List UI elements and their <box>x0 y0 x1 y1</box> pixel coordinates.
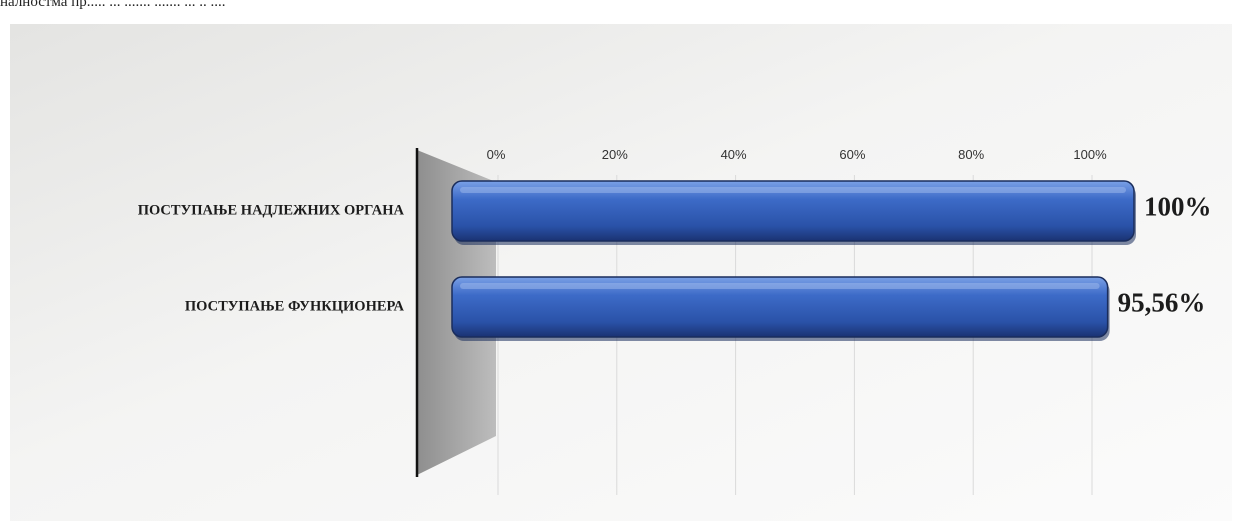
bar <box>451 180 1136 245</box>
bars <box>451 180 1136 341</box>
top-clipped-text: налностма пр..... ... ....... ....... ..… <box>0 0 226 10</box>
bar <box>451 276 1110 341</box>
x-tick-label: 100% <box>1073 147 1107 162</box>
x-tick-label: 0% <box>486 147 506 162</box>
category-label: ПОСТУПАЊЕ НАДЛЕЖНИХ ОРГАНА <box>137 202 404 219</box>
data-label: 100% <box>1144 191 1212 222</box>
chart-background <box>10 24 1232 521</box>
x-tick-label: 40% <box>720 147 747 162</box>
data-label: 95,56% <box>1117 287 1206 318</box>
x-tick-label: 20% <box>601 147 628 162</box>
category-label: ПОСТУПАЊЕ ФУНКЦИОНЕРА <box>184 298 404 315</box>
x-tick-label: 60% <box>839 147 866 162</box>
x-tick-label: 80% <box>958 147 985 162</box>
